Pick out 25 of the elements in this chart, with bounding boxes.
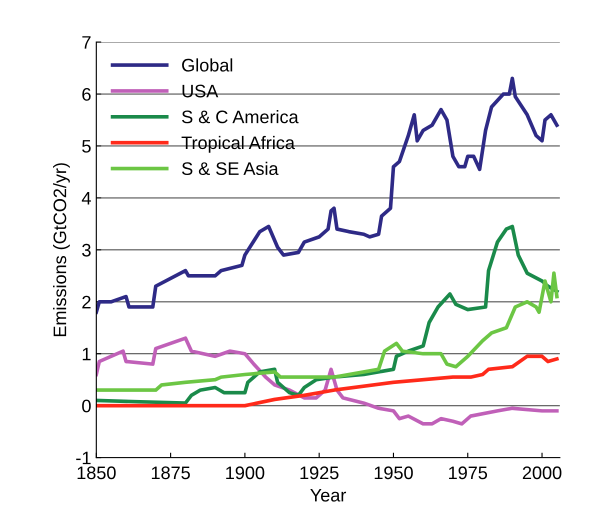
legend-label: Global — [182, 58, 232, 72]
x-axis-title: Year — [310, 489, 346, 502]
x-tick-label: 1925 — [300, 466, 339, 480]
y-tick-label: 3 — [82, 244, 91, 257]
y-tick-label: 7 — [82, 36, 91, 49]
legend-label: S & C America — [182, 110, 299, 124]
y-axis-title: Emissions (GtCO2/yr) — [53, 163, 70, 336]
line-series — [96, 336, 559, 426]
y-tick-label: -1 — [76, 452, 91, 464]
y-tick-label: 5 — [82, 140, 91, 153]
x-tick-label: 1950 — [374, 466, 413, 480]
x-tick-label: 1900 — [226, 466, 264, 480]
y-tick-label: 6 — [82, 88, 91, 101]
y-tick-label: 4 — [82, 192, 91, 204]
y-tick-label: 1 — [82, 348, 91, 360]
legend-label: S & SE Asia — [182, 162, 279, 176]
x-tick-label: 1850 — [78, 466, 116, 480]
x-tick-label: 1975 — [449, 466, 488, 480]
x-tick-label: 2000 — [522, 466, 562, 480]
y-tick-label: 0 — [82, 400, 91, 412]
y-tick-label: 2 — [82, 296, 91, 308]
line-series — [96, 354, 559, 408]
line-series — [96, 271, 559, 392]
line-series — [96, 76, 559, 314]
x-tick-label: 1875 — [152, 466, 190, 480]
